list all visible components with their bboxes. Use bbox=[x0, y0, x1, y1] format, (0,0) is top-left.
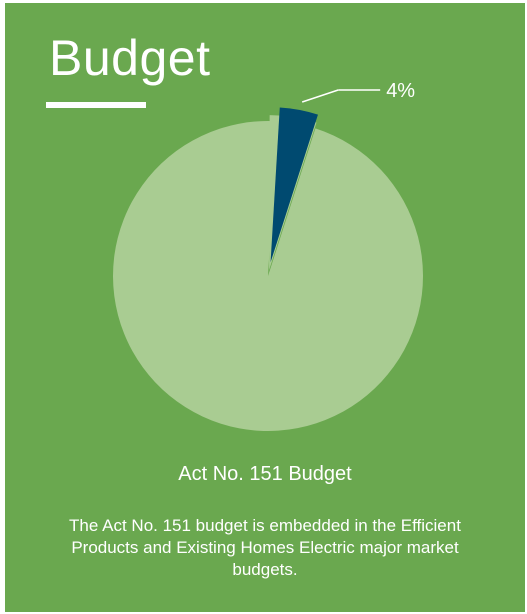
slice-label-act151: 4% bbox=[386, 80, 415, 102]
pie-slice-other bbox=[112, 121, 423, 431]
title-underline bbox=[46, 102, 146, 108]
slice-label-leader bbox=[301, 89, 339, 103]
pie-slice-act151 bbox=[270, 107, 318, 263]
pie-slices bbox=[112, 107, 423, 431]
budget-panel: Budget 4% Act No. 151 Budget The Act No.… bbox=[5, 3, 525, 612]
page-title: Budget bbox=[49, 30, 211, 86]
chart-caption-title: Act No. 151 Budget bbox=[178, 463, 352, 485]
chart-caption-body: The Act No. 151 budget is embedded in th… bbox=[69, 516, 461, 579]
budget-pie-chart: 4% bbox=[112, 80, 423, 431]
